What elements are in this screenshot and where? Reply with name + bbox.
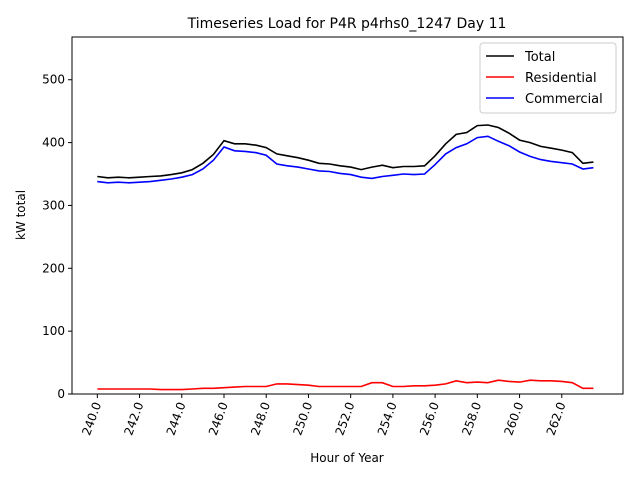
y-tick-label: 100 bbox=[42, 324, 65, 338]
series-line-residential bbox=[97, 379, 594, 391]
y-tick-label: 300 bbox=[42, 198, 65, 212]
x-axis-label: Hour of Year bbox=[310, 451, 384, 465]
x-tick-label: 248.0 bbox=[248, 400, 273, 437]
x-tick-label: 262.0 bbox=[544, 400, 569, 437]
x-tick-label: 246.0 bbox=[206, 400, 231, 437]
legend-label-total: Total bbox=[524, 50, 555, 65]
x-tick-label: 256.0 bbox=[417, 400, 442, 437]
y-tick-label: 500 bbox=[42, 73, 65, 87]
y-tick-label: 200 bbox=[42, 261, 65, 275]
legend: Total Residential Commercial bbox=[479, 42, 617, 114]
x-tick-label: 258.0 bbox=[459, 400, 484, 437]
legend-label-commercial: Commercial bbox=[525, 92, 603, 107]
y-tick-label: 400 bbox=[42, 136, 65, 150]
x-tick-label: 240.0 bbox=[79, 400, 104, 437]
x-tick-label: 260.0 bbox=[501, 400, 526, 437]
legend-box bbox=[479, 42, 617, 114]
x-tick-label: 250.0 bbox=[290, 400, 315, 437]
plot-frame bbox=[71, 36, 624, 395]
x-tick-label: 252.0 bbox=[333, 400, 358, 437]
y-tick-label: 0 bbox=[57, 387, 65, 401]
series-line-commercial bbox=[97, 135, 594, 184]
y-axis-label: kW total bbox=[14, 190, 28, 240]
x-tick-label: 244.0 bbox=[164, 400, 189, 437]
series-line-total bbox=[97, 124, 594, 179]
x-tick-label: 254.0 bbox=[375, 400, 400, 437]
x-tick-label: 242.0 bbox=[121, 400, 146, 437]
legend-label-residential: Residential bbox=[525, 71, 597, 86]
chart-title: Timeseries Load for P4R p4rhs0_1247 Day … bbox=[187, 16, 507, 32]
